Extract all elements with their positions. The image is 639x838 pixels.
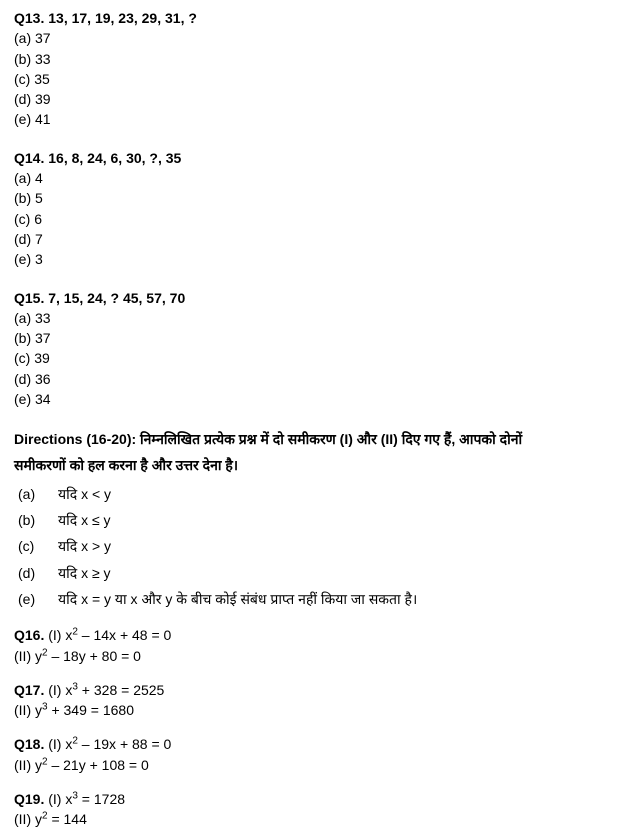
q14-opt-c: (c) 6 [14, 209, 625, 229]
q16-eq1: Q16. (I) x2 – 14x + 48 = 0 [14, 625, 625, 645]
question-17: Q17. (I) x3 + 328 = 2525 (II) y3 + 349 =… [14, 680, 625, 721]
q14-opt-b: (b) 5 [14, 188, 625, 208]
q14-opt-e: (e) 3 [14, 249, 625, 269]
q13-opt-c: (c) 35 [14, 69, 625, 89]
q14-title: Q14. 16, 8, 24, 6, 30, ?, 35 [14, 148, 625, 168]
q16-eq2: (II) y2 – 18y + 80 = 0 [14, 646, 625, 666]
q14-opt-a: (a) 4 [14, 168, 625, 188]
q15-opt-b: (b) 37 [14, 328, 625, 348]
directions-line2: समीकरणों को हल करना है और उत्तर देना है। [14, 457, 238, 473]
q13-title: Q13. 13, 17, 19, 23, 29, 31, ? [14, 8, 625, 28]
q13-opt-b: (b) 33 [14, 49, 625, 69]
q19-label: Q19. [14, 791, 44, 807]
q13-opt-d: (d) 39 [14, 89, 625, 109]
question-16: Q16. (I) x2 – 14x + 48 = 0 (II) y2 – 18y… [14, 625, 625, 666]
question-13: Q13. 13, 17, 19, 23, 29, 31, ? (a) 37 (b… [14, 8, 625, 130]
q17-label: Q17. [14, 682, 44, 698]
answer-choices: (a) यदि x < y (b) यदि x ≤ y (c) यदि x > … [14, 484, 625, 609]
q15-opt-d: (d) 36 [14, 369, 625, 389]
q18-eq1: Q18. (I) x2 – 19x + 88 = 0 [14, 734, 625, 754]
answer-d: (d) यदि x ≥ y [14, 563, 625, 583]
q15-opt-a: (a) 33 [14, 308, 625, 328]
answer-b-label: (b) [14, 510, 58, 530]
q19-eq2: (II) y2 = 144 [14, 809, 625, 829]
q13-opt-a: (a) 37 [14, 28, 625, 48]
question-19: Q19. (I) x3 = 1728 (II) y2 = 144 [14, 789, 625, 830]
q15-opt-e: (e) 34 [14, 389, 625, 409]
answer-e-text: यदि x = y या x और y के बीच कोई संबंध प्र… [58, 589, 417, 609]
answer-d-label: (d) [14, 563, 58, 583]
question-18: Q18. (I) x2 – 19x + 88 = 0 (II) y2 – 21y… [14, 734, 625, 775]
q17-eq2: (II) y3 + 349 = 1680 [14, 700, 625, 720]
answer-c-label: (c) [14, 536, 58, 556]
answer-a-text: यदि x < y [58, 484, 111, 504]
q13-opt-e: (e) 41 [14, 109, 625, 129]
q18-eq2: (II) y2 – 21y + 108 = 0 [14, 755, 625, 775]
q15-opt-c: (c) 39 [14, 348, 625, 368]
q15-title: Q15. 7, 15, 24, ? 45, 57, 70 [14, 288, 625, 308]
answer-d-text: यदि x ≥ y [58, 563, 111, 583]
directions-heading: Directions (16-20): निम्नलिखित प्रत्येक … [14, 427, 625, 477]
q16-label: Q16. [14, 627, 44, 643]
q19-eq1: Q19. (I) x3 = 1728 [14, 789, 625, 809]
answer-c: (c) यदि x > y [14, 536, 625, 556]
question-14: Q14. 16, 8, 24, 6, 30, ?, 35 (a) 4 (b) 5… [14, 148, 625, 270]
answer-e: (e) यदि x = y या x और y के बीच कोई संबंध… [14, 589, 625, 609]
directions-line1: Directions (16-20): निम्नलिखित प्रत्येक … [14, 431, 522, 447]
answer-b: (b) यदि x ≤ y [14, 510, 625, 530]
answer-c-text: यदि x > y [58, 536, 111, 556]
answer-e-label: (e) [14, 589, 58, 609]
answer-b-text: यदि x ≤ y [58, 510, 111, 530]
q17-eq1: Q17. (I) x3 + 328 = 2525 [14, 680, 625, 700]
answer-a: (a) यदि x < y [14, 484, 625, 504]
answer-a-label: (a) [14, 484, 58, 504]
q14-opt-d: (d) 7 [14, 229, 625, 249]
question-15: Q15. 7, 15, 24, ? 45, 57, 70 (a) 33 (b) … [14, 288, 625, 410]
